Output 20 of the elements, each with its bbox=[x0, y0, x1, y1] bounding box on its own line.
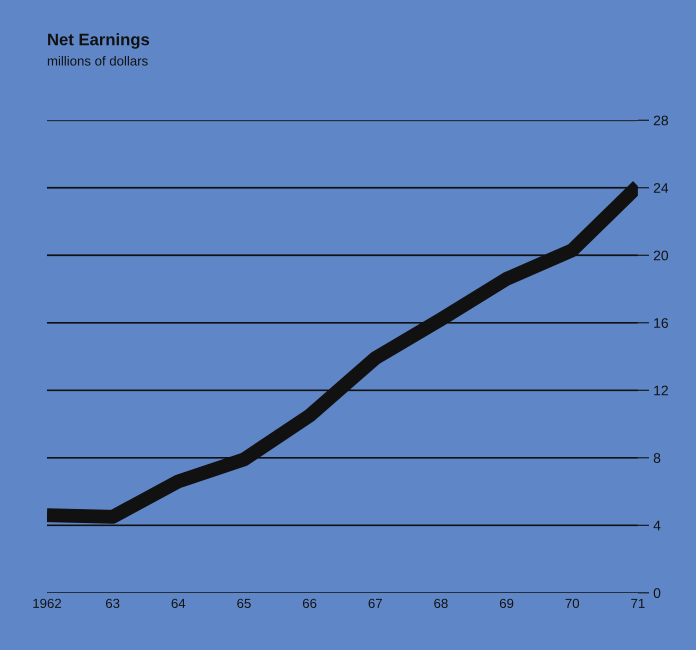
y-tick-label: 28 bbox=[654, 116, 668, 126]
x-tick-label: 1962 bbox=[33, 598, 61, 608]
x-tick-label: 66 bbox=[302, 598, 316, 608]
y-tick-label: 0 bbox=[654, 588, 660, 598]
y-tick-label: 24 bbox=[654, 183, 668, 193]
x-tick-label: 65 bbox=[237, 598, 251, 608]
x-tick-label: 69 bbox=[500, 598, 514, 608]
y-tick-label: 12 bbox=[654, 386, 668, 396]
chart-title: Net Earnings bbox=[48, 33, 150, 49]
x-tick-label: 68 bbox=[434, 598, 448, 608]
x-tick-label: 71 bbox=[631, 598, 645, 608]
y-tick-label: 8 bbox=[654, 453, 660, 463]
x-tick-label: 63 bbox=[106, 598, 120, 608]
y-tick-label: 4 bbox=[653, 520, 660, 530]
chart-subtitle: millions of dollars bbox=[48, 56, 148, 66]
x-tick-label: 64 bbox=[172, 598, 186, 608]
y-tick-label: 16 bbox=[654, 318, 668, 328]
x-tick-label: 70 bbox=[566, 598, 580, 608]
y-tick-label: 20 bbox=[654, 250, 668, 260]
x-tick-label: 67 bbox=[368, 598, 382, 608]
